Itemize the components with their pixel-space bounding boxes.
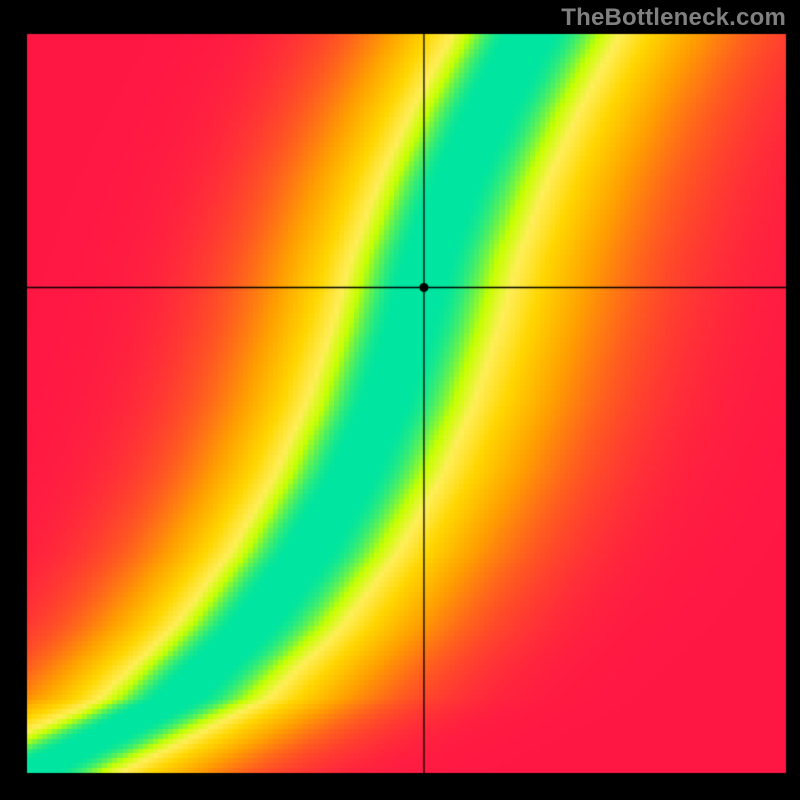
bottleneck-heatmap	[0, 0, 800, 800]
watermark-text: TheBottleneck.com	[561, 4, 786, 32]
